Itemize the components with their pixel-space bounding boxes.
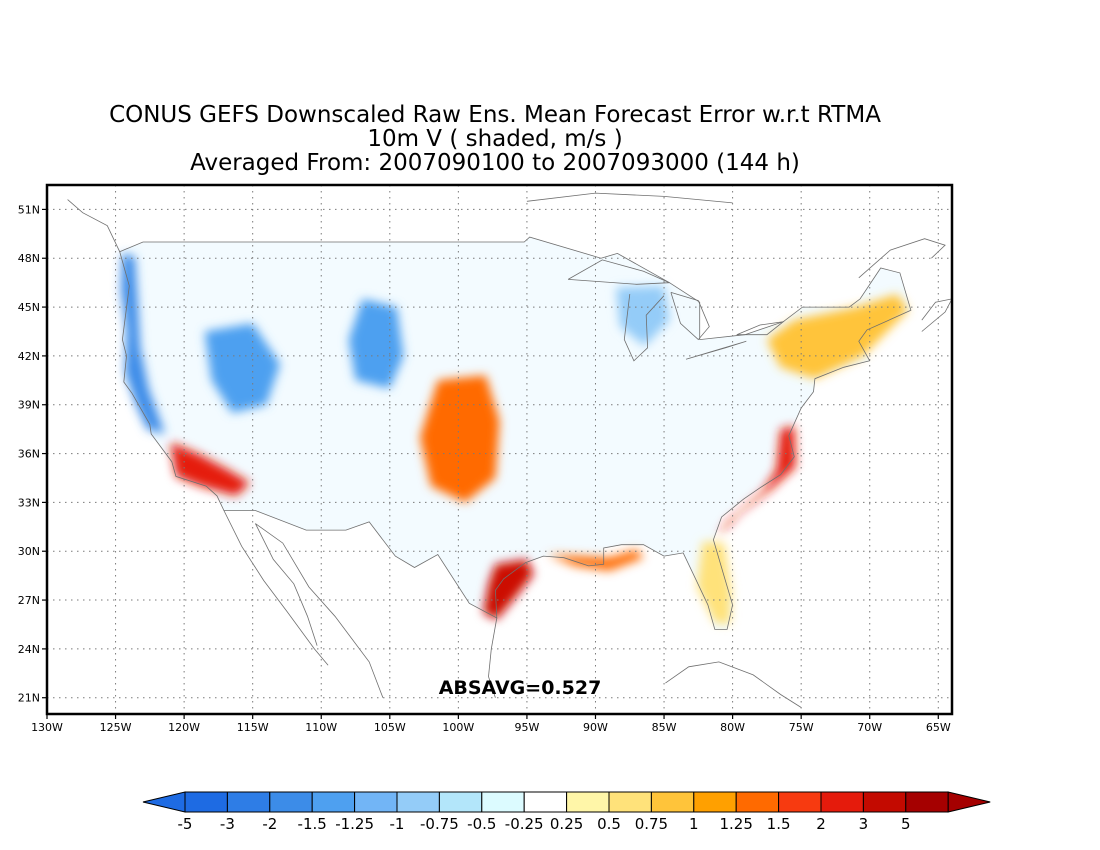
absavg-annotation: ABSAVG=0.527 xyxy=(439,677,602,699)
colorbar-swatch xyxy=(396,791,440,813)
colorbar-under-arrow xyxy=(142,791,186,813)
nova-scotia-outline xyxy=(921,298,952,332)
lake-erie-outline xyxy=(685,340,747,360)
colorbar-level-label: -0.25 xyxy=(505,815,544,833)
colorbar-swatch xyxy=(354,791,398,813)
colorbar-level-label: -1.5 xyxy=(298,815,327,833)
colorbar-swatch xyxy=(735,791,780,813)
lat-tick-label: 51N xyxy=(18,203,40,216)
lon-tick-label: 120W xyxy=(168,721,200,734)
lon-tick-label: 110W xyxy=(305,721,337,734)
lake-huron-outline xyxy=(670,292,710,341)
lat-tick-label: 39N xyxy=(18,399,40,412)
map-frame xyxy=(45,183,954,716)
colorbar-level-label: 1 xyxy=(689,815,699,833)
lake-ontario-outline xyxy=(736,321,785,336)
anomaly-central-plains-orange xyxy=(420,375,500,503)
lat-tick-label: 45N xyxy=(18,301,40,314)
lon-tick-label: 115W xyxy=(237,721,269,734)
axis-tick-labels: 130W 125W 120W 115W 110W 105W 100W 95W 90W 85W 80W… xyxy=(18,203,951,734)
lon-tick-label: 130W xyxy=(31,721,63,734)
colorbar-level-label: -5 xyxy=(178,815,193,833)
colorbar-swatch xyxy=(481,791,525,813)
gulf-mexico-coast-outline xyxy=(488,617,498,698)
colorbar-level-label: -3 xyxy=(220,815,235,833)
lat-tick-label: 42N xyxy=(18,350,40,363)
lat-tick-label: 24N xyxy=(18,643,40,656)
grid-lines xyxy=(47,185,952,714)
lon-tick-label: 75W xyxy=(789,721,814,734)
map-subtitle-period: Averaged From: 2007090100 to 2007093000 … xyxy=(190,150,800,176)
anomaly-gulf-coast-orange xyxy=(547,549,644,571)
gulf-stlawrence-outline xyxy=(858,238,946,279)
colorbar-swatch xyxy=(905,791,949,813)
anomaly-great-lakes-blue xyxy=(616,285,670,347)
lake-superior-outline xyxy=(567,259,670,285)
lon-tick-label: 80W xyxy=(720,721,745,734)
lon-tick-label: 125W xyxy=(100,721,132,734)
lon-tick-label: 90W xyxy=(583,721,608,734)
lon-tick-label: 65W xyxy=(926,721,951,734)
colorbar: -5 -3 -2 -1.5 -1.25 -1 -0.75 -0.5 -0.25 0.25 0.5 0.… xyxy=(142,791,991,833)
colorbar-level-label: 0.75 xyxy=(635,815,668,833)
map-title: CONUS GEFS Downscaled Raw Ens. Mean Fore… xyxy=(109,102,881,128)
colorbar-level-label: 1.25 xyxy=(719,815,752,833)
conus-base-fill xyxy=(119,237,911,630)
colorbar-swatch xyxy=(438,791,483,813)
lon-tick-label: 85W xyxy=(652,721,677,734)
lake-michigan-outline xyxy=(623,294,665,362)
anomaly-pacific-coast xyxy=(121,253,165,434)
hudson-bay-edge-outline xyxy=(526,192,733,204)
lat-tick-label: 33N xyxy=(18,496,40,509)
colorbar-level-label: -1 xyxy=(390,815,405,833)
mexico-coast-outline xyxy=(255,523,384,698)
colorbar-swatch xyxy=(269,791,313,813)
lon-tick-label: 70W xyxy=(857,721,882,734)
colorbar-swatch xyxy=(862,791,907,813)
lat-tick-label: 48N xyxy=(18,252,40,265)
lon-tick-label: 105W xyxy=(374,721,406,734)
colorbar-swatch xyxy=(566,791,610,813)
colorbar-swatch xyxy=(650,791,695,813)
colorbar-level-label: 0.5 xyxy=(597,815,621,833)
colorbar-swatch xyxy=(311,791,356,813)
baja-peninsula-outline xyxy=(223,510,329,666)
colorbar-level-label: 2 xyxy=(816,815,826,833)
colorbar-level-label: 5 xyxy=(901,815,911,833)
anomaly-northeast-yellow xyxy=(766,294,909,379)
colorbar-level-label: -0.75 xyxy=(420,815,459,833)
colorbar-level-label: 3 xyxy=(859,815,869,833)
colorbar-level-label: 1.5 xyxy=(767,815,791,833)
colorbar-swatch xyxy=(693,791,737,813)
colorbar-level-label: -2 xyxy=(262,815,277,833)
map-subtitle-variable: 10m V ( shaded, m/s ) xyxy=(367,126,623,152)
canada-border-west-outline xyxy=(67,199,121,252)
lat-tick-label: 27N xyxy=(18,594,40,607)
colorbar-swatch xyxy=(523,791,568,813)
colorbar-swatch xyxy=(226,791,271,813)
lat-tick-label: 30N xyxy=(18,545,40,558)
colorbar-level-label: 0.25 xyxy=(550,815,583,833)
colorbar-swatch xyxy=(778,791,822,813)
anomaly-atlantic-coast-red xyxy=(716,425,796,539)
cuba-outline xyxy=(665,661,802,708)
baja-gulf-side-outline xyxy=(255,523,318,646)
colorbar-over-arrow xyxy=(947,791,991,813)
colorbar-level-label: -0.5 xyxy=(467,815,496,833)
anomaly-california-red xyxy=(170,442,250,496)
colorbar-level-label: -1.25 xyxy=(335,815,374,833)
anomaly-oregon-idaho-blue xyxy=(204,323,281,413)
lon-tick-label: 95W xyxy=(514,721,539,734)
colorbar-swatch xyxy=(820,791,864,813)
colorbar-swatch xyxy=(608,791,652,813)
lat-tick-label: 21N xyxy=(18,692,40,705)
colorbar-swatch xyxy=(184,791,228,813)
lat-tick-label: 36N xyxy=(18,448,40,461)
anomaly-texas-coast-red xyxy=(483,559,534,620)
anomaly-florida-southeast xyxy=(697,541,732,625)
lon-tick-label: 100W xyxy=(442,721,474,734)
